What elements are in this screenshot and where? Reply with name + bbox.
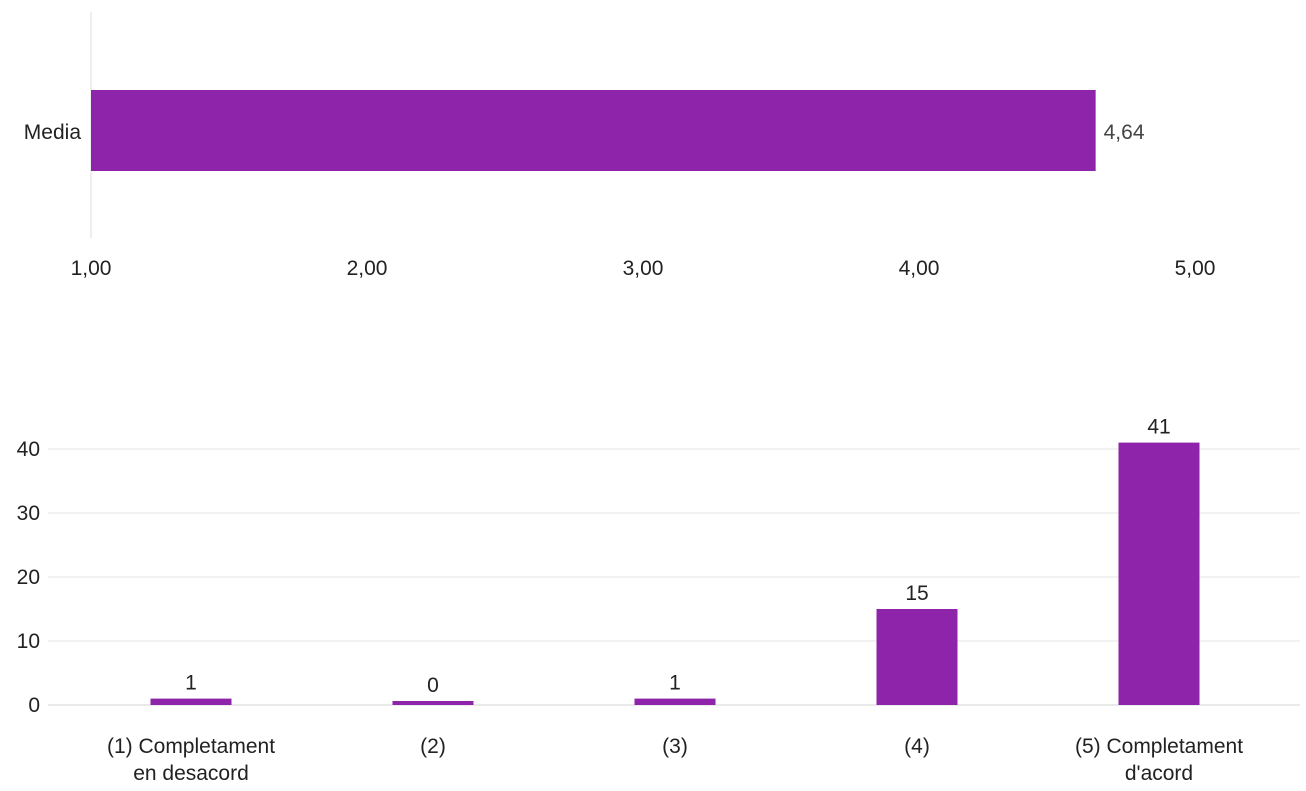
bar-value-label: 1 [185,672,197,695]
mean-x-tick-label: 4,00 [899,257,940,280]
mean-x-tick-label: 3,00 [623,257,664,280]
bar-value-label: 1 [669,672,681,695]
bar-value-label: 0 [427,674,439,697]
distribution-bar [392,701,474,705]
y-tick-label: 30 [17,502,40,525]
distribution-bar [634,698,716,705]
mean-value-label: 4,64 [1104,121,1145,144]
mean-category-label: Media [24,121,82,144]
distribution-bar [876,609,958,705]
mean-bar [91,90,1096,171]
mean-x-tick-label: 5,00 [1175,257,1216,280]
distribution-bar-chart: 0 10 20 30 40 1 (1) Completament en desacord 0 (2… [17,416,1300,785]
bar-value-label: 41 [1147,416,1170,439]
mean-x-tick-label: 2,00 [347,257,388,280]
y-tick-label: 10 [17,630,40,653]
mean-x-tick-label: 1,00 [71,257,112,280]
x-category-label: d'acord [1125,762,1193,785]
bar-value-label: 15 [905,582,928,605]
y-tick-label: 0 [28,694,40,717]
distribution-bar [150,698,232,705]
x-category-label: (2) [420,735,446,758]
mean-bar-chart: 4,64 Media 1,00 2,00 3,00 4,00 5,00 [24,12,1216,280]
x-category-label: (5) Completament [1075,735,1243,758]
x-category-label: (4) [904,735,930,758]
x-category-label: (3) [662,735,688,758]
y-tick-label: 40 [17,438,40,461]
x-category-label: en desacord [133,762,249,785]
y-tick-label: 20 [17,566,40,589]
distribution-bar [1118,442,1200,705]
x-category-label: (1) Completament [107,735,275,758]
